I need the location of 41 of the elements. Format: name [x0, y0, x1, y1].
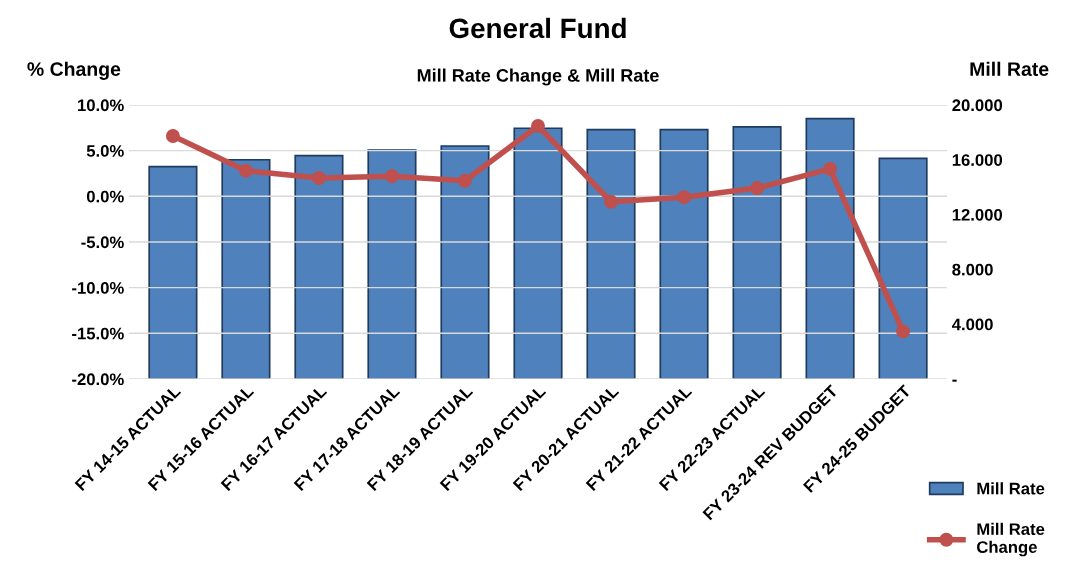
- y2-tick-label: 4.000: [951, 318, 993, 331]
- y2-tick-label: -: [952, 379, 957, 382]
- point: [312, 171, 326, 185]
- legend-label: Mill Rate: [977, 482, 1045, 495]
- y2-tick-label: 8.000: [952, 263, 993, 276]
- point: [604, 194, 618, 209]
- bar: [878, 157, 928, 379]
- bar: [148, 165, 198, 379]
- bar: [367, 149, 417, 379]
- y-tick-label: -15.0%: [72, 327, 124, 340]
- point: [750, 181, 764, 196]
- y2-tick-label: 20.000: [952, 99, 1003, 112]
- y2-tick-label: 12.000: [952, 208, 1003, 221]
- chart-title: General Fund: [449, 17, 626, 39]
- bar: [732, 126, 782, 379]
- point: [238, 163, 253, 178]
- chart-subtitle: Mill Rate Change & Mill Rate: [417, 68, 659, 86]
- point: [823, 161, 838, 176]
- bar: [805, 117, 855, 379]
- point: [531, 119, 545, 133]
- legend-label: Mill Rate Change: [977, 522, 1045, 557]
- y-tick-label: -20.0%: [72, 373, 124, 386]
- bar: [294, 154, 344, 379]
- y-tick-label: 0.0%: [86, 190, 124, 203]
- y-tick-label: -10.0%: [72, 282, 124, 294]
- point: [896, 324, 911, 339]
- y2-tick-label: 16.000: [952, 154, 1003, 166]
- y-tick-label: -5.0%: [81, 236, 124, 249]
- bar: [586, 128, 636, 379]
- point: [385, 169, 399, 184]
- bar: [513, 127, 563, 379]
- point: [677, 190, 691, 205]
- point: [165, 129, 180, 143]
- y-tick-label: 5.0%: [86, 145, 124, 157]
- bar: [440, 145, 490, 379]
- y-tick-label: 10.0%: [78, 99, 124, 112]
- point: [458, 173, 472, 188]
- bar: [659, 128, 709, 379]
- y2-axis-title: Mill Rate: [970, 61, 1049, 76]
- y-axis-title: % Change: [27, 61, 121, 80]
- bar: [221, 158, 271, 379]
